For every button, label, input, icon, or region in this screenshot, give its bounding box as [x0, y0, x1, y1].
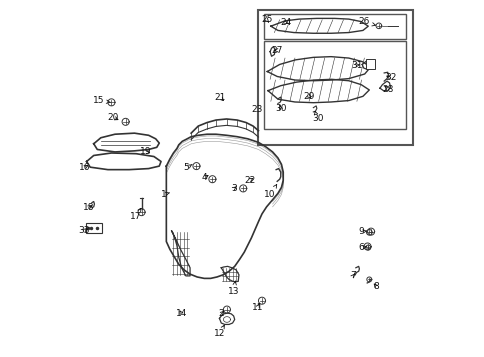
- Text: 18: 18: [82, 203, 94, 212]
- Text: 16: 16: [79, 163, 91, 172]
- Text: 23: 23: [250, 105, 262, 114]
- Text: 24: 24: [280, 18, 291, 27]
- Text: 9: 9: [358, 227, 366, 236]
- Text: 2: 2: [218, 309, 224, 318]
- Text: 13: 13: [227, 281, 239, 296]
- Text: 11: 11: [251, 303, 263, 312]
- Text: 17: 17: [130, 208, 141, 221]
- Text: 31: 31: [350, 61, 362, 70]
- Text: 27: 27: [271, 46, 282, 55]
- Text: 10: 10: [264, 185, 276, 199]
- Bar: [366, 59, 375, 69]
- Text: 30: 30: [274, 104, 286, 113]
- Bar: [264, 41, 405, 129]
- Text: 33: 33: [78, 226, 90, 235]
- Text: 20: 20: [107, 113, 119, 122]
- Text: 4: 4: [201, 173, 208, 182]
- Text: 6: 6: [358, 243, 366, 252]
- Text: 5: 5: [183, 164, 192, 172]
- Bar: [86, 223, 102, 233]
- Text: 30: 30: [311, 111, 323, 124]
- Bar: [264, 15, 405, 39]
- Text: 21: 21: [214, 93, 226, 102]
- Text: 29: 29: [303, 92, 314, 101]
- Text: 22: 22: [243, 176, 255, 185]
- Text: 32: 32: [384, 73, 395, 82]
- Text: 12: 12: [213, 325, 225, 338]
- Text: 14: 14: [176, 309, 187, 318]
- Bar: [258, 10, 412, 145]
- Text: 8: 8: [373, 282, 378, 291]
- Text: 1: 1: [161, 190, 169, 199]
- Text: 19: 19: [140, 147, 151, 156]
- Text: 15: 15: [93, 96, 110, 105]
- Text: 26: 26: [357, 17, 375, 26]
- Text: 25: 25: [260, 15, 272, 24]
- Text: 28: 28: [382, 85, 393, 94]
- Text: 3: 3: [231, 184, 236, 193]
- Text: 7: 7: [349, 271, 355, 280]
